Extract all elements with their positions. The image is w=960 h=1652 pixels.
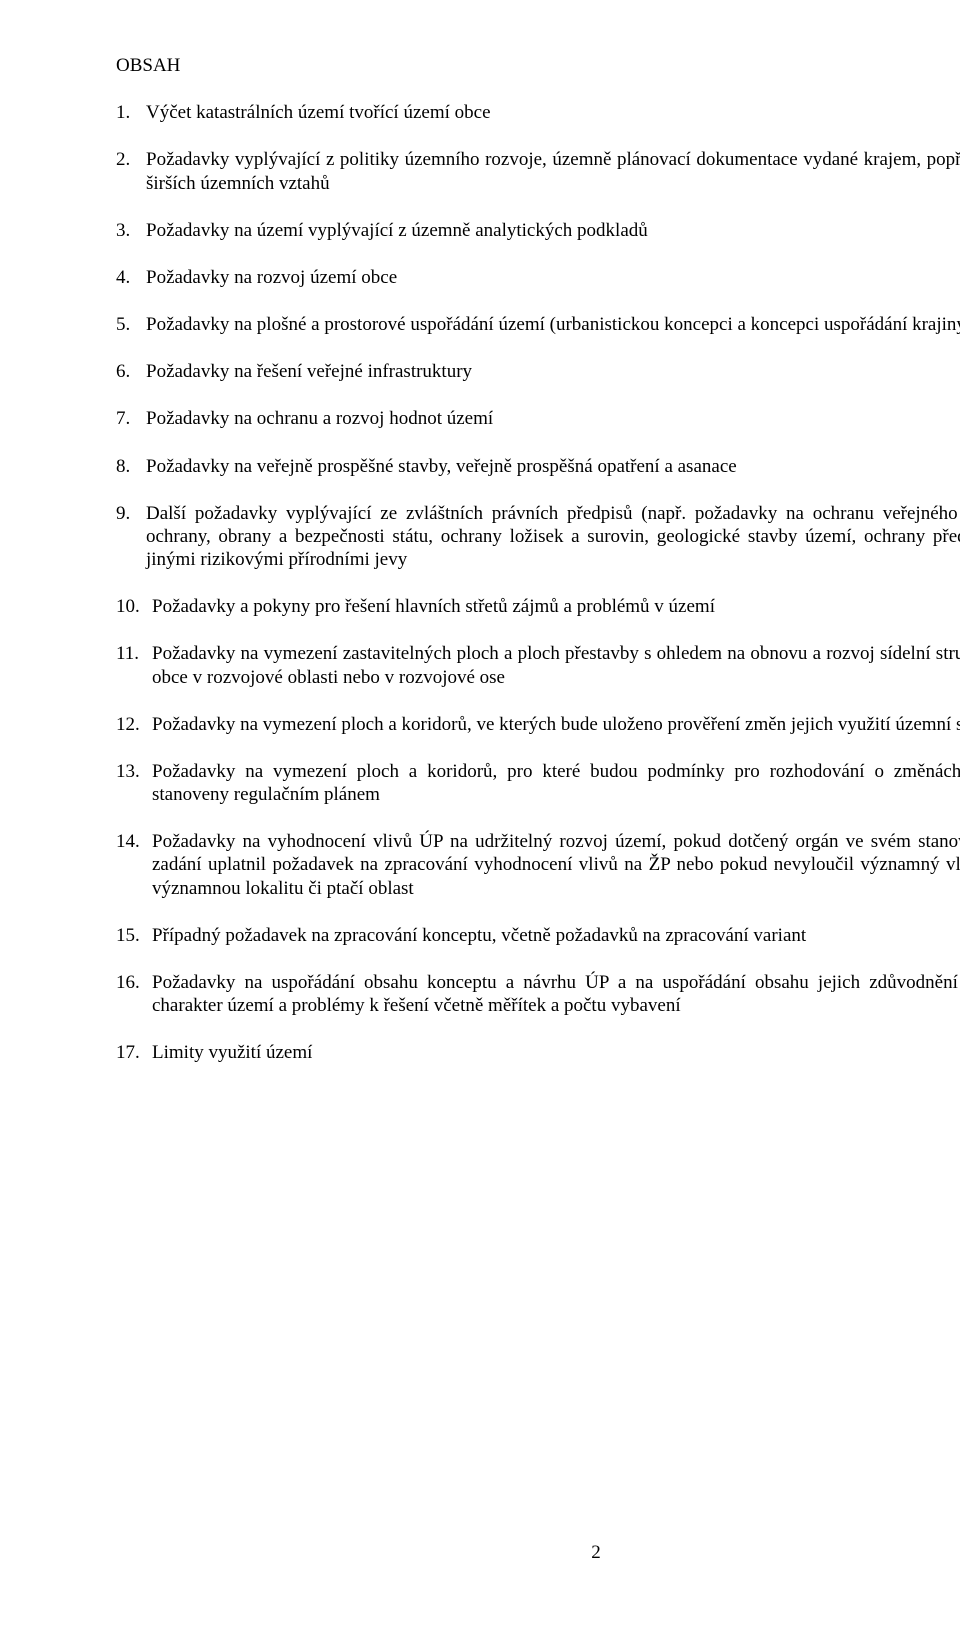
toc-item-number: 6. <box>116 360 146 383</box>
toc-item: 14. Požadavky na vyhodnocení vlivů ÚP na… <box>116 830 960 900</box>
toc-item-text: Požadavky na vymezení zastavitelných plo… <box>152 642 960 688</box>
toc-item-text: Požadavky na vymezení ploch a koridorů, … <box>152 713 960 736</box>
toc-list: 1. Výčet katastrálních území tvořící úze… <box>116 101 960 1064</box>
toc-item: 6. Požadavky na řešení veřejné infrastru… <box>116 360 960 383</box>
toc-item-number: 11. <box>116 642 152 688</box>
toc-item-text: Výčet katastrálních území tvořící území … <box>146 101 960 124</box>
toc-item: 16. Požadavky na uspořádání obsahu konce… <box>116 971 960 1017</box>
toc-item-text: Požadavky na ochranu a rozvoj hodnot úze… <box>146 407 960 430</box>
toc-item-number: 16. <box>116 971 152 1017</box>
toc-item-number: 4. <box>116 266 146 289</box>
toc-item: 13. Požadavky na vymezení ploch a korido… <box>116 760 960 806</box>
toc-item: 7. Požadavky na ochranu a rozvoj hodnot … <box>116 407 960 430</box>
toc-item-text: Požadavky na rozvoj území obce <box>146 266 960 289</box>
toc-item-text: Případný požadavek na zpracování koncept… <box>152 924 960 947</box>
toc-item-number: 3. <box>116 219 146 242</box>
page: OBSAH 1. Výčet katastrálních území tvoří… <box>116 54 960 1612</box>
toc-item: 1. Výčet katastrálních území tvořící úze… <box>116 101 960 124</box>
toc-item-number: 15. <box>116 924 152 947</box>
toc-item: 3. Požadavky na území vyplývající z územ… <box>116 219 960 242</box>
toc-item: 15. Případný požadavek na zpracování kon… <box>116 924 960 947</box>
toc-item-text: Požadavky na území vyplývající z územně … <box>146 219 960 242</box>
toc-item-text: Požadavky na plošné a prostorové uspořád… <box>146 313 960 336</box>
toc-item-text: Požadavky na řešení veřejné infrastruktu… <box>146 360 960 383</box>
toc-item-number: 9. <box>116 502 146 572</box>
toc-item-text: Požadavky na veřejně prospěšné stavby, v… <box>146 455 960 478</box>
toc-item: 10. Požadavky a pokyny pro řešení hlavní… <box>116 595 960 618</box>
toc-item: 2. Požadavky vyplývající z politiky územ… <box>116 148 960 194</box>
toc-item-number: 5. <box>116 313 146 336</box>
toc-item-number: 1. <box>116 101 146 124</box>
toc-item-number: 17. <box>116 1041 152 1064</box>
toc-item-text: Požadavky vyplývající z politiky územníh… <box>146 148 960 194</box>
toc-item: 4. Požadavky na rozvoj území obce <box>116 266 960 289</box>
toc-item-text: Požadavky na vymezení ploch a koridorů, … <box>152 760 960 806</box>
toc-item-number: 13. <box>116 760 152 806</box>
toc-item: 5. Požadavky na plošné a prostorové uspo… <box>116 313 960 336</box>
document-heading: OBSAH <box>116 54 960 77</box>
toc-item-text: Požadavky na vyhodnocení vlivů ÚP na udr… <box>152 830 960 900</box>
toc-item: 8. Požadavky na veřejně prospěšné stavby… <box>116 455 960 478</box>
toc-item: 11. Požadavky na vymezení zastavitelných… <box>116 642 960 688</box>
toc-item: 12. Požadavky na vymezení ploch a korido… <box>116 713 960 736</box>
page-number: 2 <box>591 1541 601 1564</box>
toc-item-text: Požadavky na uspořádání obsahu konceptu … <box>152 971 960 1017</box>
toc-item-number: 8. <box>116 455 146 478</box>
toc-item-number: 7. <box>116 407 146 430</box>
toc-item-number: 12. <box>116 713 152 736</box>
toc-item-text: Požadavky a pokyny pro řešení hlavních s… <box>152 595 960 618</box>
toc-item-text: Další požadavky vyplývající ze zvláštníc… <box>146 502 960 572</box>
toc-item: 9. Další požadavky vyplývající ze zvlášt… <box>116 502 960 572</box>
toc-item-number: 2. <box>116 148 146 194</box>
toc-item: 17. Limity využití území <box>116 1041 960 1064</box>
toc-item-number: 10. <box>116 595 152 618</box>
toc-item-text: Limity využití území <box>152 1041 960 1064</box>
toc-item-number: 14. <box>116 830 152 900</box>
